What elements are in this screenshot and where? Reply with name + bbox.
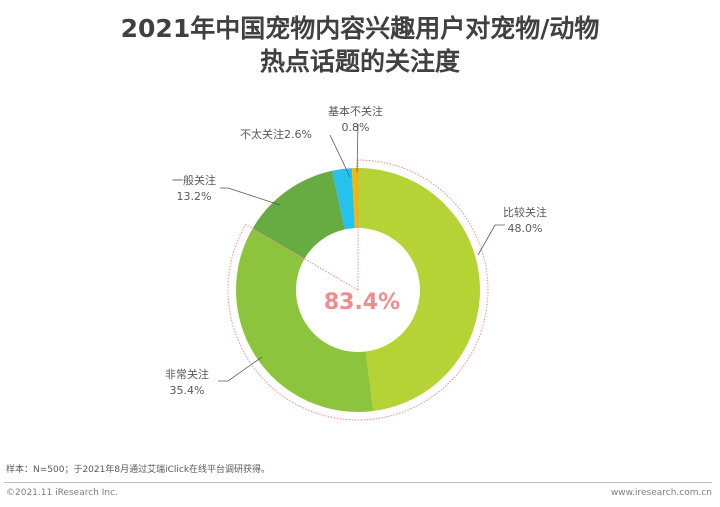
leader-line-bijiao	[477, 224, 505, 256]
label-yiban-name: 一般关注	[172, 174, 216, 187]
leader-line-jiben	[356, 123, 359, 173]
leader-line-yiban	[220, 187, 281, 206]
slice-bijiao	[358, 168, 481, 412]
slice-jiben	[351, 168, 358, 229]
chart-title-line1: 2021年中国宠物内容兴趣用户对宠物/动物	[120, 14, 600, 43]
slice-feichang	[236, 228, 374, 412]
label-yiban: 一般关注 13.2%	[172, 173, 216, 205]
label-feichang: 非常关注 35.4%	[165, 367, 209, 399]
label-butai: 不太关注2.6%	[240, 128, 312, 141]
center-total-label: 83.4%	[323, 290, 401, 315]
label-feichang-name: 非常关注	[165, 368, 209, 381]
label-jiben-value: 0.8%	[341, 121, 370, 134]
leader-line-feichang	[218, 356, 263, 382]
website: www.iresearch.com.cn	[610, 488, 712, 498]
slice-butai	[332, 168, 355, 230]
sample-note: 样本：N=500；于2021年8月通过艾瑞iClick在线平台调研获得。	[6, 465, 271, 475]
label-feichang-value: 35.4%	[169, 384, 205, 397]
chart-title: 2021年中国宠物内容兴趣用户对宠物/动物 热点话题的关注度	[0, 12, 720, 78]
label-bijiao-value: 48.0%	[507, 222, 543, 235]
leader-lines	[218, 123, 505, 382]
label-bijiao-name: 比较关注	[503, 206, 547, 219]
leader-line-butai	[329, 134, 351, 178]
label-jiben: 基本不关注 0.8%	[328, 104, 383, 136]
footer-divider	[4, 482, 712, 483]
donut-slices	[236, 168, 481, 412]
label-jiben-name: 基本不关注	[328, 105, 383, 118]
copyright: ©2021.11 iResearch Inc.	[6, 488, 118, 498]
chart-title-line2: 热点话题的关注度	[259, 47, 460, 76]
label-yiban-value: 13.2%	[176, 190, 212, 203]
slice-yiban	[252, 170, 345, 259]
label-bijiao: 比较关注 48.0%	[503, 205, 547, 237]
